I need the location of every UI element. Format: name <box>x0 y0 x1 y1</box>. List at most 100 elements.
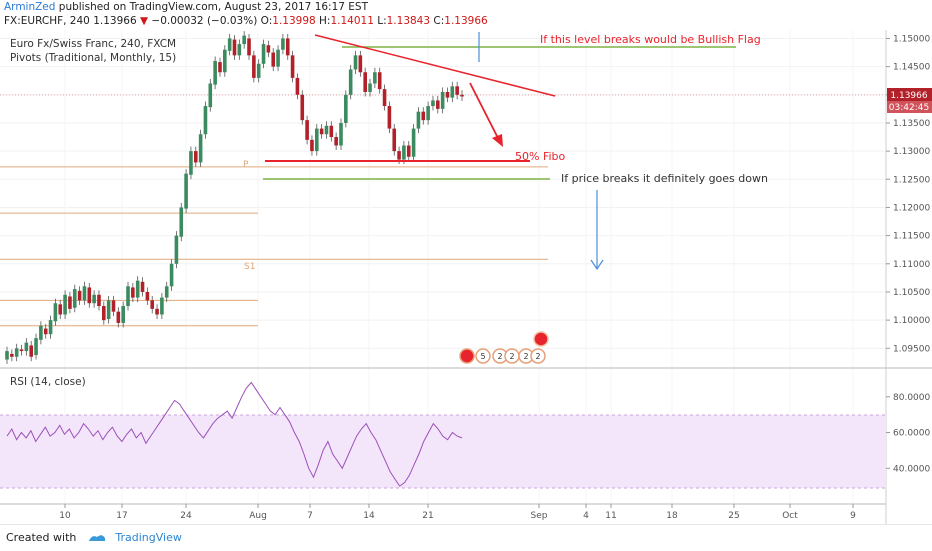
candle-body[interactable] <box>77 290 82 301</box>
candle-body[interactable] <box>39 325 43 340</box>
candle-body[interactable] <box>261 44 266 64</box>
candle-body[interactable] <box>247 38 251 56</box>
candle-body[interactable] <box>281 38 285 50</box>
candle-body[interactable] <box>373 72 377 84</box>
candle-body[interactable] <box>92 294 96 304</box>
candle-body[interactable] <box>145 291 150 301</box>
event-flag-icon[interactable] <box>459 348 475 364</box>
candle-body[interactable] <box>285 38 290 56</box>
candle-body[interactable] <box>295 77 300 95</box>
candle-body[interactable] <box>111 300 116 312</box>
candle-body[interactable] <box>256 63 261 78</box>
rsi-line[interactable] <box>6 381 463 487</box>
candle-body[interactable] <box>344 94 348 123</box>
event-badge[interactable] <box>530 348 546 364</box>
breakdown-note[interactable]: If price breaks it definitely goes down <box>561 172 768 185</box>
candle-body[interactable] <box>126 286 130 307</box>
fibo-note[interactable]: 50% Fibo <box>515 150 566 163</box>
candle-body[interactable] <box>121 306 125 323</box>
candle-body[interactable] <box>5 351 9 360</box>
candle-body[interactable] <box>411 128 416 157</box>
candle-body[interactable] <box>276 49 280 67</box>
candle-body[interactable] <box>116 311 121 323</box>
candle-body[interactable] <box>431 100 435 107</box>
candle-body[interactable] <box>382 89 387 107</box>
candle-body[interactable] <box>208 83 213 108</box>
event-badge[interactable] <box>475 348 491 364</box>
candle-body[interactable] <box>271 52 276 67</box>
candle-body[interactable] <box>19 349 24 352</box>
candle-body[interactable] <box>242 35 246 45</box>
candle-body[interactable] <box>140 281 145 292</box>
candle-body[interactable] <box>232 39 237 56</box>
candle-body[interactable] <box>324 125 329 135</box>
candle-body[interactable] <box>450 86 455 98</box>
candle-body[interactable] <box>184 173 188 209</box>
candle-body[interactable] <box>34 338 38 356</box>
candle-body[interactable] <box>58 304 63 315</box>
candle-body[interactable] <box>363 72 367 92</box>
candle-body[interactable] <box>329 125 334 138</box>
drawings-group[interactable] <box>263 32 736 271</box>
candle-body[interactable] <box>445 91 450 98</box>
candle-body[interactable] <box>150 300 155 309</box>
candle-body[interactable] <box>348 69 353 95</box>
candle-body[interactable] <box>223 49 227 73</box>
candle-body[interactable] <box>358 55 363 73</box>
time-axis[interactable]: 10 17 24 Aug 7 14 21 Sep 4 11 18 25 Oct 9 <box>59 504 856 521</box>
candle-body[interactable] <box>266 45 271 53</box>
candle-body[interactable] <box>252 55 256 78</box>
candle-body[interactable] <box>310 139 314 152</box>
candle-body[interactable] <box>440 91 445 109</box>
candle-body[interactable] <box>368 83 372 92</box>
candle-body[interactable] <box>198 134 203 163</box>
candle-body[interactable] <box>290 55 295 78</box>
red-arrow-shaft[interactable] <box>469 82 501 143</box>
candle-body[interactable] <box>334 137 338 146</box>
candle-body[interactable] <box>169 263 174 287</box>
candle-body[interactable] <box>435 100 440 109</box>
candles-group[interactable] <box>5 31 464 365</box>
candle-body[interactable] <box>421 111 426 121</box>
candle-body[interactable] <box>135 280 140 298</box>
candle-body[interactable] <box>97 294 101 307</box>
candle-body[interactable] <box>227 38 232 51</box>
candle-body[interactable] <box>189 151 193 175</box>
candle-body[interactable] <box>179 207 184 237</box>
candle-body[interactable] <box>213 60 217 85</box>
candle-body[interactable] <box>87 287 92 304</box>
candle-body[interactable] <box>353 55 358 70</box>
candle-body[interactable] <box>82 286 87 301</box>
candle-body[interactable] <box>174 235 179 264</box>
event-flag-icon[interactable] <box>533 331 549 347</box>
candle-body[interactable] <box>460 94 464 97</box>
candle-body[interactable] <box>193 151 198 163</box>
candle-body[interactable] <box>392 128 397 152</box>
candle-body[interactable] <box>155 308 159 315</box>
candle-body[interactable] <box>53 303 58 322</box>
candle-body[interactable] <box>203 106 208 135</box>
candle-body[interactable] <box>164 286 169 298</box>
candle-body[interactable] <box>43 328 48 335</box>
candle-body[interactable] <box>48 320 53 335</box>
candle-body[interactable] <box>397 151 401 160</box>
candle-body[interactable] <box>377 72 382 90</box>
candle-body[interactable] <box>131 287 135 298</box>
candle-body[interactable] <box>24 342 29 352</box>
candle-body[interactable] <box>72 289 77 308</box>
price-axis[interactable]: 1.150001.145001.140001.135001.130001.125… <box>886 34 930 354</box>
candle-body[interactable] <box>319 128 324 135</box>
tradingview-brand[interactable]: TradingView <box>115 531 182 544</box>
candle-body[interactable] <box>300 94 305 121</box>
candle-body[interactable] <box>339 122 343 146</box>
bullish-flag-note[interactable]: If this level breaks would be Bullish Fl… <box>540 33 761 46</box>
candle-body[interactable] <box>402 145 406 160</box>
candle-body[interactable] <box>406 145 411 157</box>
candle-body[interactable] <box>416 111 421 129</box>
downtrend-line[interactable] <box>314 34 556 97</box>
candle-body[interactable] <box>314 128 319 152</box>
candle-body[interactable] <box>29 345 34 357</box>
candle-body[interactable] <box>160 297 164 315</box>
chart-svg[interactable]: 1.150001.145001.140001.135001.130001.125… <box>0 30 932 524</box>
